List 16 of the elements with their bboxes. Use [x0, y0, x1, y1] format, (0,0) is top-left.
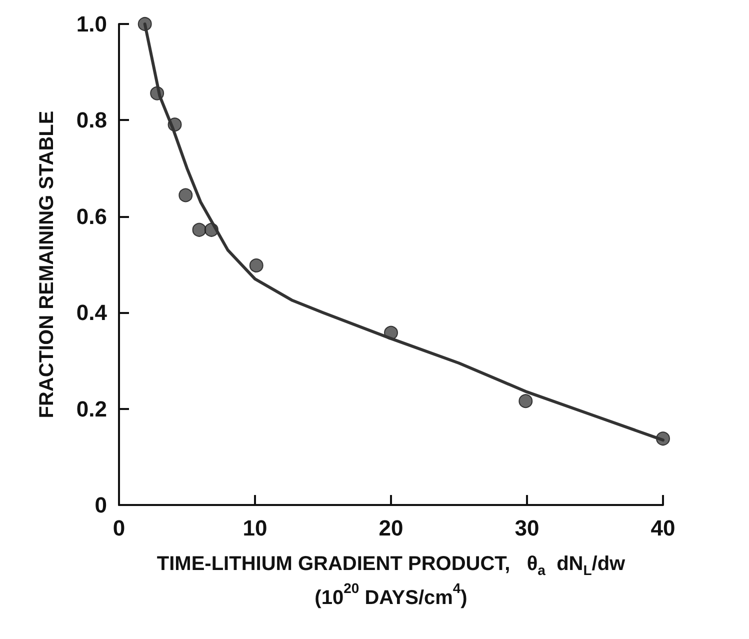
x-tick-label: 0 — [112, 516, 126, 540]
x-tick-label: 30 — [514, 516, 540, 540]
y-tick-label: 1.0 — [76, 12, 107, 36]
y-tick-label: 0 — [94, 492, 107, 518]
y-tick-label: 0.4 — [76, 300, 108, 326]
x-tick-label: 40 — [650, 516, 676, 540]
y-tick-label: 0.6 — [76, 204, 107, 229]
point — [178, 188, 193, 202]
y-tick-label: 0.2 — [76, 396, 107, 422]
point — [249, 258, 264, 272]
point — [518, 394, 533, 408]
x-tick-label: 20 — [378, 516, 404, 540]
x-tick-label: 10 — [242, 516, 268, 540]
y-axis-title: FRACTION REMAINING STABLE — [36, 110, 58, 418]
y-tick-label: 0.8 — [76, 108, 107, 133]
point — [192, 222, 206, 237]
